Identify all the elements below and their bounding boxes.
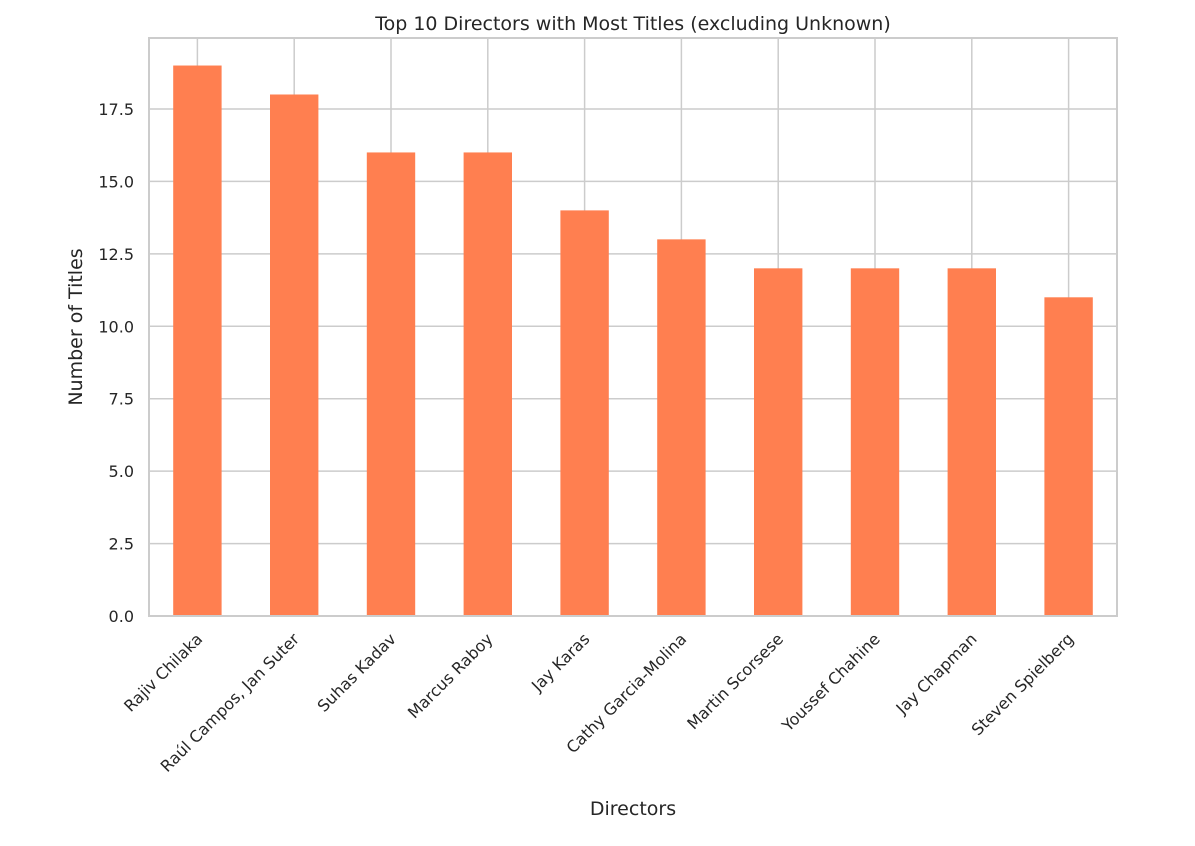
- y-tick-label: 17.5: [98, 100, 134, 119]
- y-tick-label: 10.0: [98, 317, 134, 336]
- y-tick-labels: 0.0 2.5 5.0 7.5 10.0 12.5 15.0 17.5: [98, 100, 134, 626]
- bar: [463, 152, 512, 616]
- plot-border: [148, 37, 1118, 617]
- bar: [173, 65, 222, 617]
- y-tick-label: 0.0: [109, 607, 134, 626]
- bar: [850, 268, 900, 616]
- bar: [947, 268, 996, 616]
- y-tick-label: 15.0: [98, 172, 134, 191]
- bar: [366, 152, 416, 616]
- y-tick-label: 2.5: [109, 535, 134, 554]
- y-tick-label: 12.5: [98, 245, 134, 264]
- bar: [270, 94, 319, 617]
- bar-layer: [173, 65, 1093, 617]
- bar: [560, 210, 609, 616]
- bar: [657, 239, 706, 616]
- axes-frame: [148, 37, 1118, 617]
- x-axis-label: Directors: [590, 798, 676, 820]
- chart-title: Top 10 Directors with Most Titles (exclu…: [374, 13, 891, 35]
- y-tick-label: 5.0: [109, 462, 134, 481]
- bar: [754, 268, 803, 616]
- bar: [1044, 297, 1093, 616]
- y-axis-label: Number of Titles: [65, 248, 87, 405]
- y-tick-label: 7.5: [109, 390, 134, 409]
